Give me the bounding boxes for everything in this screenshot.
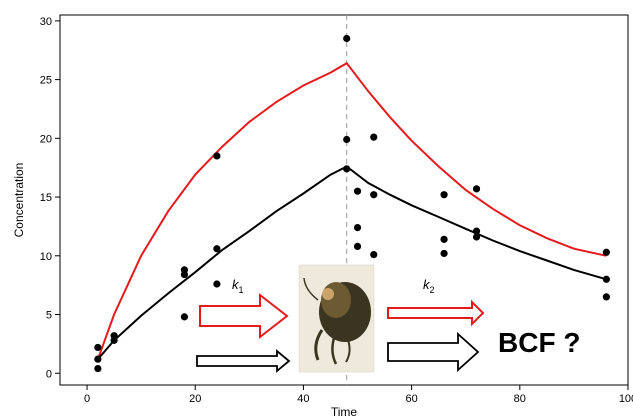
y-tick-label: 25: [40, 75, 52, 87]
k2-label: k2: [423, 277, 435, 295]
data-point: [370, 251, 378, 259]
data-point: [180, 270, 189, 279]
data-point: [94, 355, 102, 363]
y-axis: 0 5 10 15 20 25 30: [40, 16, 60, 380]
k1-black-arrow: [196, 349, 291, 373]
data-point: [440, 191, 448, 199]
x-tick-label: 100: [619, 393, 633, 405]
data-point: [472, 185, 481, 193]
x-tick-label: 20: [189, 393, 201, 405]
k2-elimination-arrow: [387, 299, 485, 327]
y-axis-title: Concentration: [12, 163, 26, 238]
data-point: [213, 280, 221, 288]
data-point: [353, 224, 362, 232]
k1-label: k1: [232, 277, 244, 295]
y-tick-label: 5: [46, 310, 52, 322]
data-point: [343, 135, 351, 144]
k2-black-arrow: [387, 331, 480, 373]
data-point: [94, 364, 102, 373]
data-point: [94, 343, 102, 352]
data-point: [180, 313, 189, 321]
data-point: [343, 34, 351, 43]
data-point: [110, 336, 118, 344]
data-point: [472, 233, 481, 241]
k1-uptake-arrow: [199, 292, 289, 340]
y-tick-label: 15: [40, 192, 52, 204]
data-point: [440, 249, 448, 258]
data-point: [213, 245, 221, 253]
data-point: [440, 235, 448, 243]
plot-frame: [59, 14, 629, 386]
data-point: [370, 191, 378, 199]
data-point: [602, 275, 610, 283]
y-tick-label: 30: [40, 16, 52, 28]
data-point: [353, 187, 362, 195]
x-tick-label: 0: [84, 393, 90, 405]
data-point: [370, 133, 378, 141]
data-point: [213, 152, 221, 160]
data-point: [343, 165, 351, 173]
data-point: [353, 242, 362, 250]
x-tick-label: 80: [514, 393, 526, 405]
data-point: [472, 227, 481, 235]
y-tick-label: 0: [46, 368, 52, 380]
amphipod-photo: [298, 264, 375, 373]
data-point: [602, 293, 610, 301]
x-axis-title: Time: [331, 405, 358, 419]
x-tick-label: 40: [297, 393, 309, 405]
x-axis: 0 20 40 60 80 100: [84, 385, 633, 405]
y-tick-label: 20: [40, 133, 52, 145]
data-points: [94, 34, 610, 373]
data-point: [602, 248, 610, 256]
y-tick-label: 10: [40, 251, 52, 263]
bcf-annotation: BCF ?: [498, 327, 580, 358]
series-line-red: [96, 61, 607, 360]
x-tick-label: 60: [405, 393, 417, 405]
